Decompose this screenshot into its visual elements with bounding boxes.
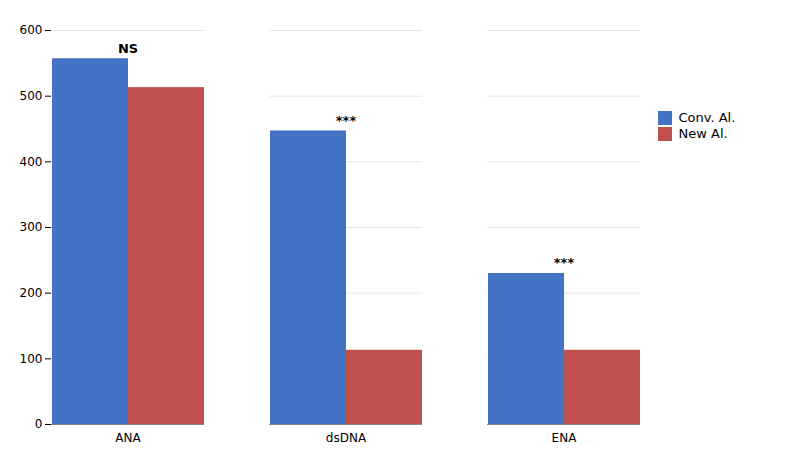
svg-text:***: ***	[336, 113, 357, 128]
svg-text:***: ***	[554, 255, 575, 270]
svg-text:600: 600	[20, 23, 43, 37]
svg-text:400: 400	[20, 155, 43, 169]
svg-text:ANA: ANA	[115, 431, 141, 445]
svg-text:NS: NS	[118, 41, 138, 56]
svg-text:500: 500	[20, 89, 43, 103]
svg-text:300: 300	[20, 220, 43, 234]
html-text:New Al.: New Al.	[678, 126, 728, 141]
svg-text:100: 100	[20, 352, 43, 366]
svg-text:200: 200	[20, 286, 43, 300]
svg-text:dsDNA: dsDNA	[326, 431, 367, 445]
html-text:Conv. Al.: Conv. Al.	[678, 110, 736, 125]
svg-text:ENA: ENA	[552, 431, 578, 445]
svg-text:0: 0	[35, 417, 43, 431]
